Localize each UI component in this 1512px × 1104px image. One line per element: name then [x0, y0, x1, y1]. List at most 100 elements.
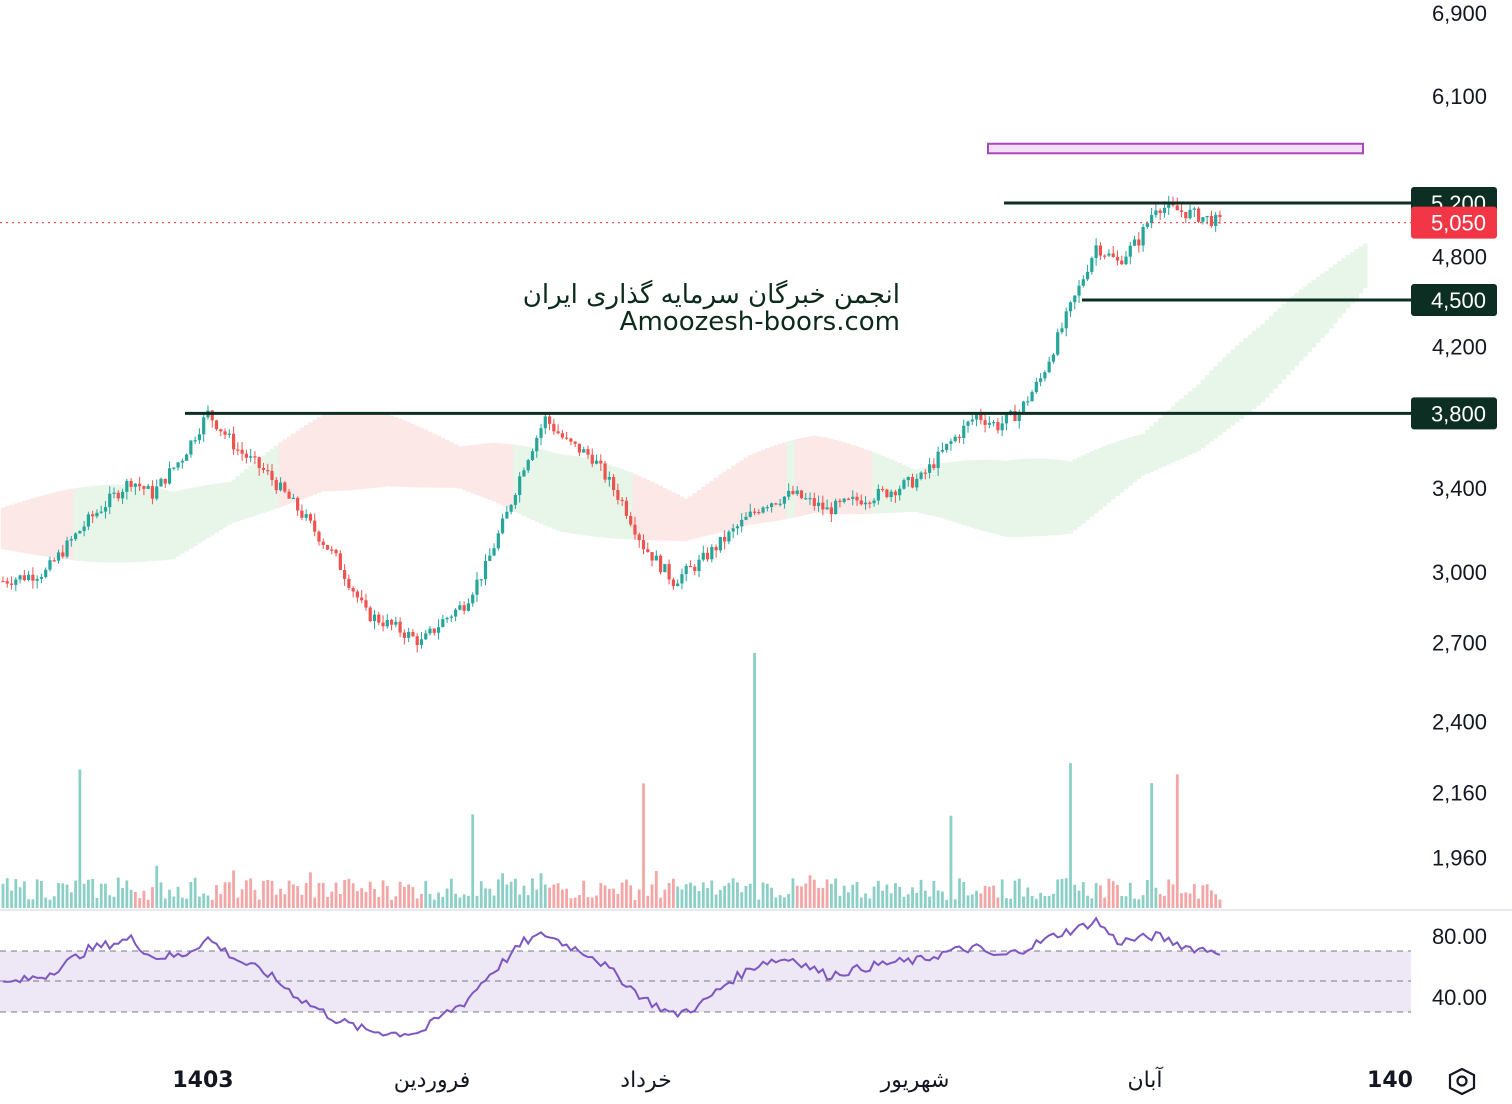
cloud-segment — [1230, 349, 1236, 426]
candle-body — [795, 490, 799, 494]
candle-body — [1218, 214, 1222, 218]
volume-bar — [620, 882, 624, 908]
volume-bar — [1060, 878, 1064, 908]
settings-hex-icon[interactable] — [1448, 1067, 1476, 1096]
cloud-segment — [73, 488, 78, 561]
volume-bar — [313, 897, 317, 908]
candle-body — [492, 548, 496, 556]
volume-bar — [642, 783, 645, 908]
volume-bar — [1133, 898, 1136, 908]
volume-bar — [753, 653, 756, 908]
volume-bar — [543, 884, 547, 908]
cloud-segment — [34, 496, 40, 556]
volume-bar — [859, 897, 863, 908]
candle-body — [223, 431, 227, 435]
candle-body — [1060, 328, 1064, 333]
price-axis[interactable]: 6,900 6,100 4,800 4,200 3,400 3,000 2,700 2,400… — [1432, 1, 1487, 870]
candle-body — [505, 511, 509, 519]
volume-bar — [424, 880, 428, 908]
target-zone-box[interactable] — [987, 142, 1364, 155]
candle-body — [838, 500, 842, 502]
volume-bar — [219, 893, 223, 908]
candle-body — [214, 420, 219, 430]
volume-bar — [902, 897, 906, 908]
candle-body — [496, 533, 500, 549]
volume-bar — [970, 894, 974, 908]
volume-bar — [906, 894, 910, 908]
cloud-segment — [850, 444, 856, 515]
volume-bar — [953, 899, 957, 908]
cloud-segment — [961, 460, 967, 526]
volume-bar — [133, 891, 137, 908]
candle-body — [1209, 216, 1214, 227]
cloud-segment — [709, 480, 715, 535]
volume-bar — [309, 872, 312, 908]
candle-body — [616, 490, 620, 500]
candle-body — [663, 564, 667, 573]
volume-bar — [22, 881, 26, 908]
volume-bar — [253, 889, 257, 908]
cloud-segment — [5, 506, 10, 551]
volume-bar — [1098, 885, 1102, 908]
cloud-segment — [1196, 384, 1201, 452]
cloud-segment — [231, 479, 236, 523]
candle-body — [710, 546, 714, 560]
cloud-segment — [299, 427, 305, 500]
candle-body — [377, 614, 381, 623]
volume-bar — [847, 892, 850, 908]
cloud-segment — [795, 439, 800, 517]
candle-body — [120, 491, 125, 499]
candle-body — [411, 632, 415, 637]
volume-bar — [569, 898, 573, 908]
candle-body — [274, 479, 278, 491]
volume-bar — [531, 878, 534, 908]
cloud-segment — [17, 502, 23, 553]
volume-bar — [539, 873, 543, 908]
cloud-segment — [508, 444, 514, 510]
candle-body — [1162, 207, 1167, 214]
candle-body — [957, 436, 962, 438]
candle-body — [1090, 258, 1094, 272]
volume-bar — [1086, 895, 1089, 908]
candle-body — [155, 486, 159, 499]
candle-body — [402, 632, 406, 638]
cloud-segment — [820, 437, 826, 514]
cloud-segment — [60, 490, 66, 559]
candle-body — [253, 456, 257, 458]
volume-bar — [966, 895, 970, 908]
candle-body — [513, 494, 517, 505]
candle-body — [714, 546, 718, 551]
cloud-segment — [1162, 414, 1167, 467]
cloud-segment — [1085, 453, 1090, 521]
volume-bar — [676, 886, 680, 908]
candle-body — [48, 560, 52, 570]
candle-body — [236, 449, 240, 451]
candle-body — [547, 416, 552, 424]
volume-bar — [842, 885, 846, 908]
volume-bar — [484, 888, 487, 908]
volume-bar — [1171, 884, 1175, 908]
volume-bar — [522, 885, 526, 908]
candle-body — [35, 578, 39, 581]
cloud-segment — [1055, 459, 1061, 535]
volume-bar — [1197, 898, 1200, 908]
candle-body — [22, 575, 26, 581]
volume-bar — [266, 879, 270, 908]
cloud-segment — [43, 494, 49, 557]
volume-bar — [663, 889, 667, 908]
candle-body — [360, 597, 364, 601]
candle-body — [458, 605, 462, 610]
volume-bar — [304, 882, 308, 908]
volume-bar — [398, 881, 402, 908]
candle-body — [95, 512, 99, 517]
cloud-segment — [1187, 391, 1193, 455]
cloud-segment — [829, 438, 834, 514]
cloud-segment — [1128, 437, 1133, 486]
candle-body — [658, 555, 663, 573]
candle-body — [86, 514, 90, 527]
time-axis[interactable]: 1403 فروردین خرداد شهریور آبان 140 — [172, 1066, 1413, 1093]
candle-body — [932, 464, 936, 469]
cloud-segment — [1260, 324, 1266, 403]
cloud-segment — [833, 440, 839, 514]
